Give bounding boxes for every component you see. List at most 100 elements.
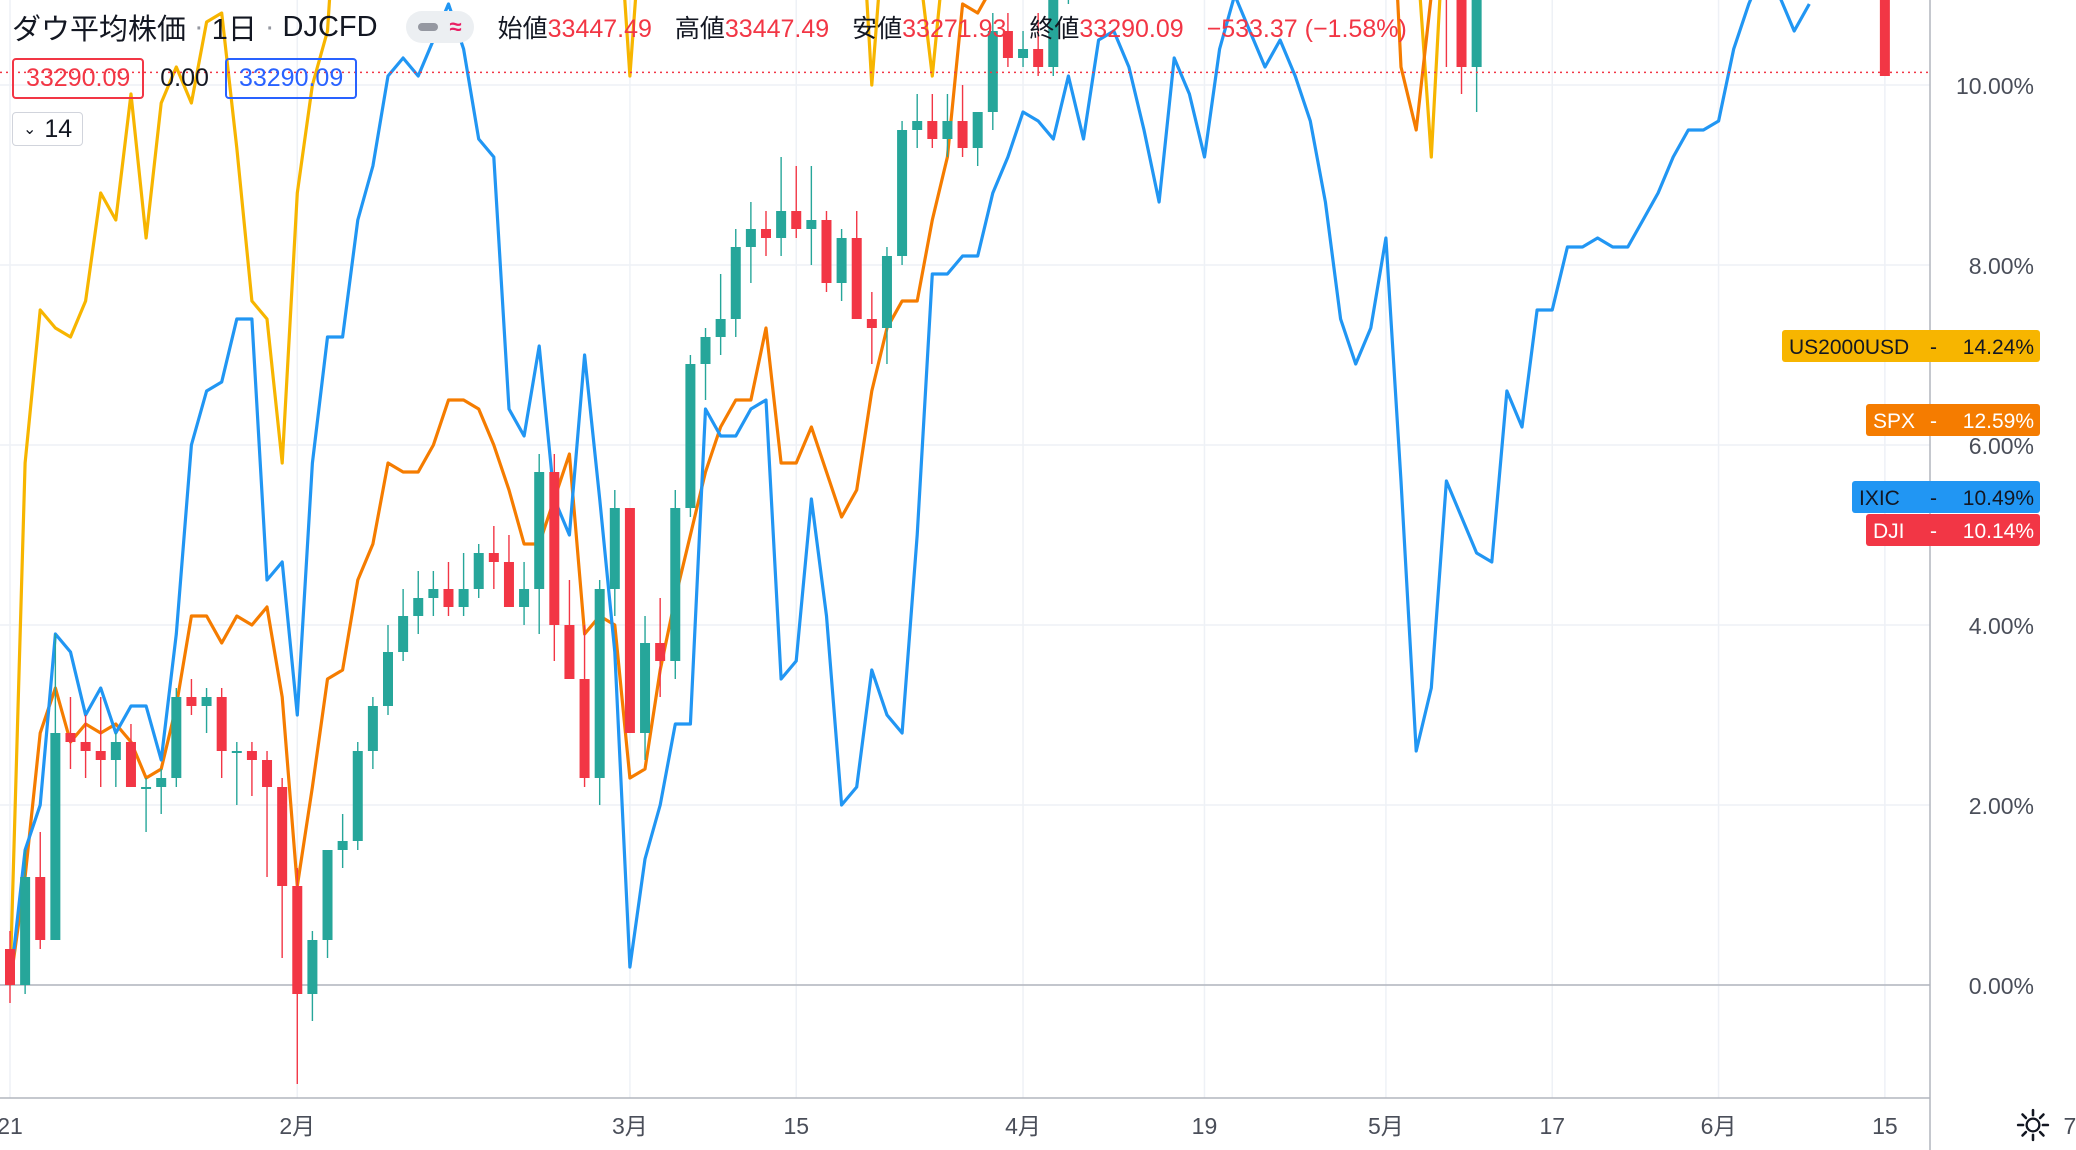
candle-body xyxy=(1002,31,1013,58)
dji-candlesticks xyxy=(5,0,1890,1084)
buy-price-button[interactable]: 33290.09 xyxy=(224,57,358,99)
value-label-name: US2000USD xyxy=(1789,336,1909,359)
candle-body xyxy=(534,472,545,589)
gear-icon[interactable] xyxy=(2016,1108,2050,1142)
x-tick-label: 5月 xyxy=(1368,1113,1404,1139)
candle-body xyxy=(579,679,590,778)
candle-body xyxy=(776,211,787,238)
candle-body xyxy=(216,697,227,751)
candle xyxy=(655,598,666,697)
candle-body xyxy=(337,841,348,850)
candle xyxy=(95,697,106,787)
candle-body xyxy=(171,697,182,778)
candle-body xyxy=(700,337,711,364)
x-axis-ticks[interactable]: 21 2月 3月 15 4月 19 5月 17 6月 15 7月 xyxy=(0,1113,2076,1139)
y-tick-label: 2.00% xyxy=(1969,793,2034,819)
candle xyxy=(50,634,61,940)
x-tick-label: 3月 xyxy=(612,1113,648,1139)
candle-body xyxy=(80,742,91,751)
value-label-box xyxy=(1852,481,2040,513)
candle-body xyxy=(35,877,46,940)
candle xyxy=(791,166,802,238)
candle xyxy=(866,292,877,364)
axes xyxy=(0,0,1931,1150)
candle xyxy=(1067,0,1070,4)
candle xyxy=(186,679,197,715)
candle xyxy=(443,562,454,616)
candle xyxy=(80,715,91,778)
value-label-box xyxy=(1782,330,2040,362)
candle-body xyxy=(307,940,318,994)
open-value: 33447.49 xyxy=(547,15,652,43)
candle-body xyxy=(488,553,499,562)
candle xyxy=(564,580,575,679)
candle xyxy=(972,112,983,166)
candle xyxy=(534,454,545,634)
candle xyxy=(367,697,378,769)
candle xyxy=(110,733,121,787)
candle-body xyxy=(609,508,620,589)
candle xyxy=(20,850,31,994)
candle-body xyxy=(292,886,303,994)
candle xyxy=(322,850,333,958)
value-label-name: IXIC xyxy=(1859,487,1900,510)
compare-toggle-button[interactable]: ≈ xyxy=(405,11,474,43)
candle-body xyxy=(1033,49,1044,67)
candle xyxy=(640,616,651,760)
candle-body xyxy=(866,319,877,328)
spread-value: 0.00 xyxy=(160,63,209,92)
candle xyxy=(216,688,227,778)
candle xyxy=(730,229,741,337)
interval[interactable]: 1日 xyxy=(211,14,257,46)
candle xyxy=(670,490,681,679)
candle xyxy=(277,778,288,958)
value-label-percent: 10.49% xyxy=(1963,487,2034,510)
candle-body xyxy=(367,706,378,751)
candle-body xyxy=(624,508,635,733)
candle-body xyxy=(156,778,167,787)
candle xyxy=(246,742,257,796)
low-label: 安値 xyxy=(852,15,903,43)
candle-body xyxy=(640,643,651,733)
candle-body xyxy=(352,751,363,841)
series-line-us2000usd xyxy=(8,0,1442,986)
candle-body xyxy=(791,211,802,229)
y-axis-ticks[interactable]: 20.00%18.00%16.00%14.00%12.00%10.00%8.00… xyxy=(1955,0,2034,1150)
candle xyxy=(745,202,756,283)
close-label: 終値 xyxy=(1029,15,1080,43)
candle xyxy=(141,778,152,832)
candle-body xyxy=(821,220,832,283)
candle-body xyxy=(1879,0,1890,76)
candle-body xyxy=(398,616,409,652)
candle xyxy=(881,247,892,364)
x-tick-label: 15 xyxy=(783,1113,809,1139)
candle xyxy=(262,751,273,877)
candle-body xyxy=(262,760,273,787)
candle xyxy=(171,688,182,787)
indicators-collapse-button[interactable]: ⌄ 14 xyxy=(12,112,84,146)
candle xyxy=(942,94,953,157)
candle-body xyxy=(670,508,681,661)
candle-body xyxy=(594,589,605,778)
y-tick-label: 10.00% xyxy=(1956,73,2034,99)
candle-body xyxy=(322,850,333,940)
sell-price-button[interactable]: 33290.09 xyxy=(12,57,145,99)
value-label-percent: 12.59% xyxy=(1963,410,2034,433)
symbol-title[interactable]: ダウ平均株価 xyxy=(12,14,187,46)
x-tick-label: 7月 xyxy=(2064,1113,2076,1139)
candle-body xyxy=(277,787,288,886)
series-line-spx xyxy=(8,0,1433,986)
candle xyxy=(1879,0,1890,76)
candle-body xyxy=(186,697,197,706)
candle xyxy=(624,508,635,733)
candle xyxy=(519,562,530,625)
indicators-count: 14 xyxy=(44,114,73,143)
candle xyxy=(383,625,393,715)
x-tick-label: 2月 xyxy=(279,1113,315,1139)
candle-body xyxy=(806,220,817,229)
candle xyxy=(307,931,318,1021)
candle xyxy=(1445,0,1448,67)
candle xyxy=(912,94,923,148)
candle xyxy=(35,832,46,949)
